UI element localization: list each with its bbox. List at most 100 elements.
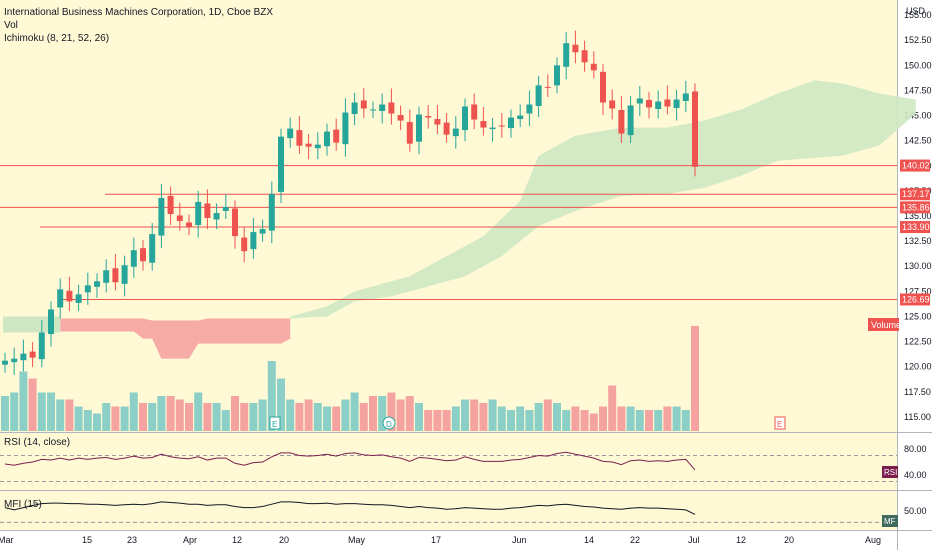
- candle-body: [544, 86, 551, 88]
- ichimoku-bearish-cloud: [60, 318, 291, 359]
- volume-bar: [580, 410, 589, 431]
- vol-legend: Vol: [4, 20, 18, 31]
- price-tick-label: 127.50: [904, 286, 932, 296]
- price-label-text: 133.90: [902, 222, 930, 232]
- candle-body: [222, 206, 229, 211]
- price-pane-background: [0, 0, 897, 432]
- volume-bar: [534, 403, 543, 431]
- volume-bar: [194, 392, 203, 431]
- rsi-tick-label: 80.00: [904, 444, 927, 454]
- price-tick-label: 152.50: [904, 35, 932, 45]
- volume-bar: [672, 406, 681, 431]
- price-label-badge: [900, 221, 930, 234]
- earnings-marker: [269, 416, 281, 430]
- volume-bar: [267, 361, 276, 431]
- volume-bar: [451, 406, 460, 431]
- event-marker-label: E: [777, 420, 782, 429]
- chart-title: International Business Machines Corporat…: [4, 7, 274, 18]
- volume-bar: [497, 406, 506, 431]
- volume-bar: [166, 396, 175, 431]
- volume-bar: [10, 392, 19, 431]
- candle-body: [38, 332, 45, 360]
- volume-bar: [479, 403, 488, 431]
- rsi-line: [4, 451, 696, 471]
- volume-bar: [240, 403, 249, 431]
- volume-bar: [369, 396, 377, 431]
- candle-body: [130, 250, 137, 267]
- volume-bar: [313, 403, 322, 431]
- candle-body: [600, 71, 606, 103]
- rsi-tick-label: 40.00: [904, 470, 927, 480]
- candle-body: [84, 285, 91, 293]
- volume-bar: [93, 413, 101, 431]
- volume-bar: [139, 403, 147, 431]
- candle-body: [636, 98, 643, 104]
- volume-bar: [543, 399, 552, 431]
- volume-bar: [359, 403, 368, 431]
- volume-bar: [56, 399, 65, 431]
- price-tick-label: 155.00: [904, 10, 932, 20]
- candle-body: [397, 115, 404, 121]
- candle-body: [11, 358, 18, 363]
- volume-bar: [304, 399, 313, 431]
- candle-body: [103, 270, 110, 283]
- mfi-tick-label: 50.00: [904, 506, 927, 516]
- candle-body: [176, 215, 183, 222]
- candle-body: [278, 136, 284, 192]
- candle-body: [498, 125, 505, 127]
- dividend-marker: [382, 416, 396, 430]
- candle-body: [379, 104, 386, 112]
- candle-body: [250, 232, 257, 250]
- candle-body: [149, 234, 156, 263]
- candle-body: [563, 43, 570, 67]
- candle-body: [590, 63, 597, 71]
- volume-bar: [516, 406, 525, 431]
- candle-body: [508, 117, 514, 129]
- rsi-badge: [882, 466, 898, 478]
- ichimoku-bullish-cloud: [290, 80, 916, 319]
- candle-body: [57, 289, 64, 308]
- candle-body: [94, 281, 100, 287]
- candle-body: [333, 129, 340, 143]
- time-tick-label: 22: [630, 535, 640, 545]
- price-label-badge: [900, 188, 930, 201]
- candle-body: [241, 237, 248, 252]
- price-tick-label: 147.50: [904, 85, 932, 95]
- volume-bar: [608, 385, 617, 431]
- volume-bar: [231, 396, 239, 431]
- rsi-legend: RSI (14, close): [4, 437, 71, 448]
- volume-bar: [626, 406, 635, 431]
- candle-body: [618, 110, 625, 134]
- volume-bar: [589, 413, 598, 431]
- price-tick-label: 142.50: [904, 136, 932, 146]
- candle-body: [416, 114, 422, 142]
- event-marker-label: D: [386, 420, 392, 429]
- candle-body: [471, 104, 478, 120]
- volume-bar: [83, 410, 92, 431]
- volume-bar: [175, 399, 184, 431]
- candle-body: [406, 122, 413, 144]
- price-tick-label: 145.00: [904, 111, 932, 121]
- volume-bar: [635, 410, 644, 431]
- volume-badge-text: Volume: [871, 320, 901, 330]
- candle-body: [489, 127, 496, 130]
- candle-body: [66, 290, 73, 302]
- time-tick-label: Jun: [512, 535, 527, 545]
- volume-bar: [295, 403, 304, 431]
- volume-bar: [461, 399, 469, 431]
- volume-bar: [681, 410, 690, 431]
- volume-bar: [470, 399, 479, 431]
- price-label-text: 140.02: [902, 161, 930, 171]
- candle-body: [259, 229, 266, 234]
- candle-body: [48, 309, 54, 335]
- candle-body: [195, 201, 202, 226]
- candle-body: [75, 294, 82, 303]
- time-tick-label: 20: [784, 535, 794, 545]
- candle-body: [351, 102, 358, 115]
- price-tick-label: 115.00: [904, 412, 931, 422]
- volume-bar: [102, 403, 111, 431]
- mfi-legend: MFI (15): [4, 499, 42, 510]
- candle-body: [204, 203, 211, 219]
